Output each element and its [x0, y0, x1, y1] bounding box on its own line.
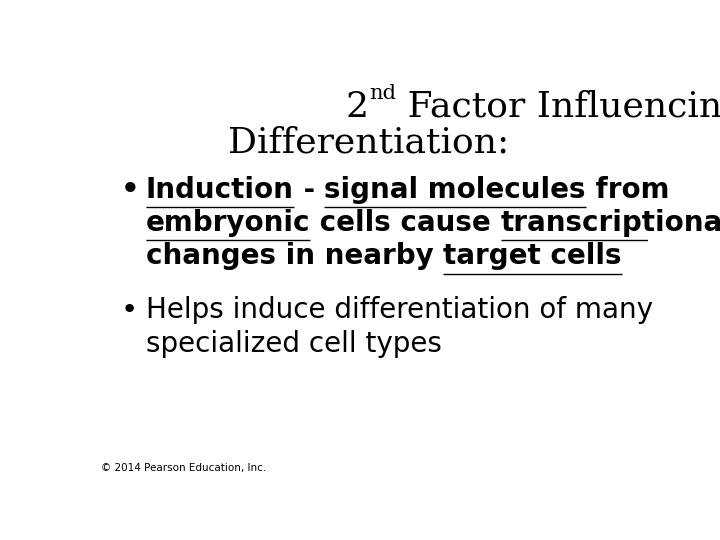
Text: specialized cell types: specialized cell types	[145, 330, 441, 357]
Text: nd: nd	[369, 84, 396, 103]
Text: •: •	[121, 296, 138, 325]
Text: embryonic: embryonic	[145, 209, 310, 237]
Text: 2: 2	[346, 90, 369, 124]
Text: © 2014 Pearson Education, Inc.: © 2014 Pearson Education, Inc.	[101, 463, 266, 473]
Text: target cells: target cells	[444, 242, 621, 271]
Text: -: -	[294, 176, 325, 204]
Text: Differentiation:: Differentiation:	[228, 125, 510, 159]
Text: signal molecules: signal molecules	[325, 176, 586, 204]
Text: transcriptional: transcriptional	[500, 209, 720, 237]
Text: changes in nearby: changes in nearby	[145, 242, 444, 271]
Text: cells cause: cells cause	[310, 209, 500, 237]
Text: from: from	[586, 176, 670, 204]
Text: Helps induce differentiation of many: Helps induce differentiation of many	[145, 296, 653, 325]
Text: •: •	[121, 176, 140, 204]
Text: Induction: Induction	[145, 176, 294, 204]
Text: Factor Influencing Cell: Factor Influencing Cell	[396, 90, 720, 124]
